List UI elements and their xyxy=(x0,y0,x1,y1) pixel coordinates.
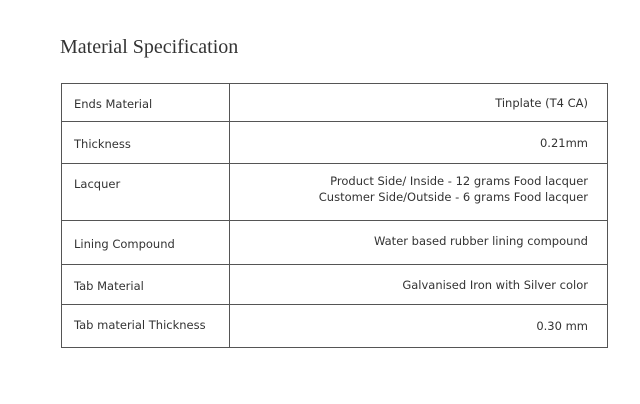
table-row: Tab Material Galvanised Iron with Silver… xyxy=(61,264,608,305)
row-value: Tinplate (T4 CA) xyxy=(229,83,608,122)
table-row: Ends Material Tinplate (T4 CA) xyxy=(61,83,608,122)
row-value: Galvanised Iron with Silver color xyxy=(229,264,608,305)
table-row: Tab material Thickness 0.30 mm xyxy=(61,304,608,348)
row-label: Lining Compound xyxy=(61,220,230,265)
row-value: 0.21mm xyxy=(229,121,608,164)
table-row: Lacquer Product Side/ Inside - 12 grams … xyxy=(61,163,608,221)
row-value: 0.30 mm xyxy=(229,304,608,348)
page-title: Material Specification xyxy=(60,36,239,58)
row-label: Ends Material xyxy=(61,83,230,122)
row-value: Water based rubber lining compound xyxy=(229,220,608,265)
row-label: Thickness xyxy=(61,121,230,164)
row-value: Product Side/ Inside - 12 grams Food lac… xyxy=(229,163,608,221)
table-row: Lining Compound Water based rubber linin… xyxy=(61,220,608,265)
row-label: Tab Material xyxy=(61,264,230,305)
row-label: Tab material Thickness xyxy=(61,304,230,348)
table-row: Thickness 0.21mm xyxy=(61,121,608,164)
spec-table: Ends Material Tinplate (T4 CA) Thickness… xyxy=(61,83,608,348)
row-label: Lacquer xyxy=(61,163,230,221)
